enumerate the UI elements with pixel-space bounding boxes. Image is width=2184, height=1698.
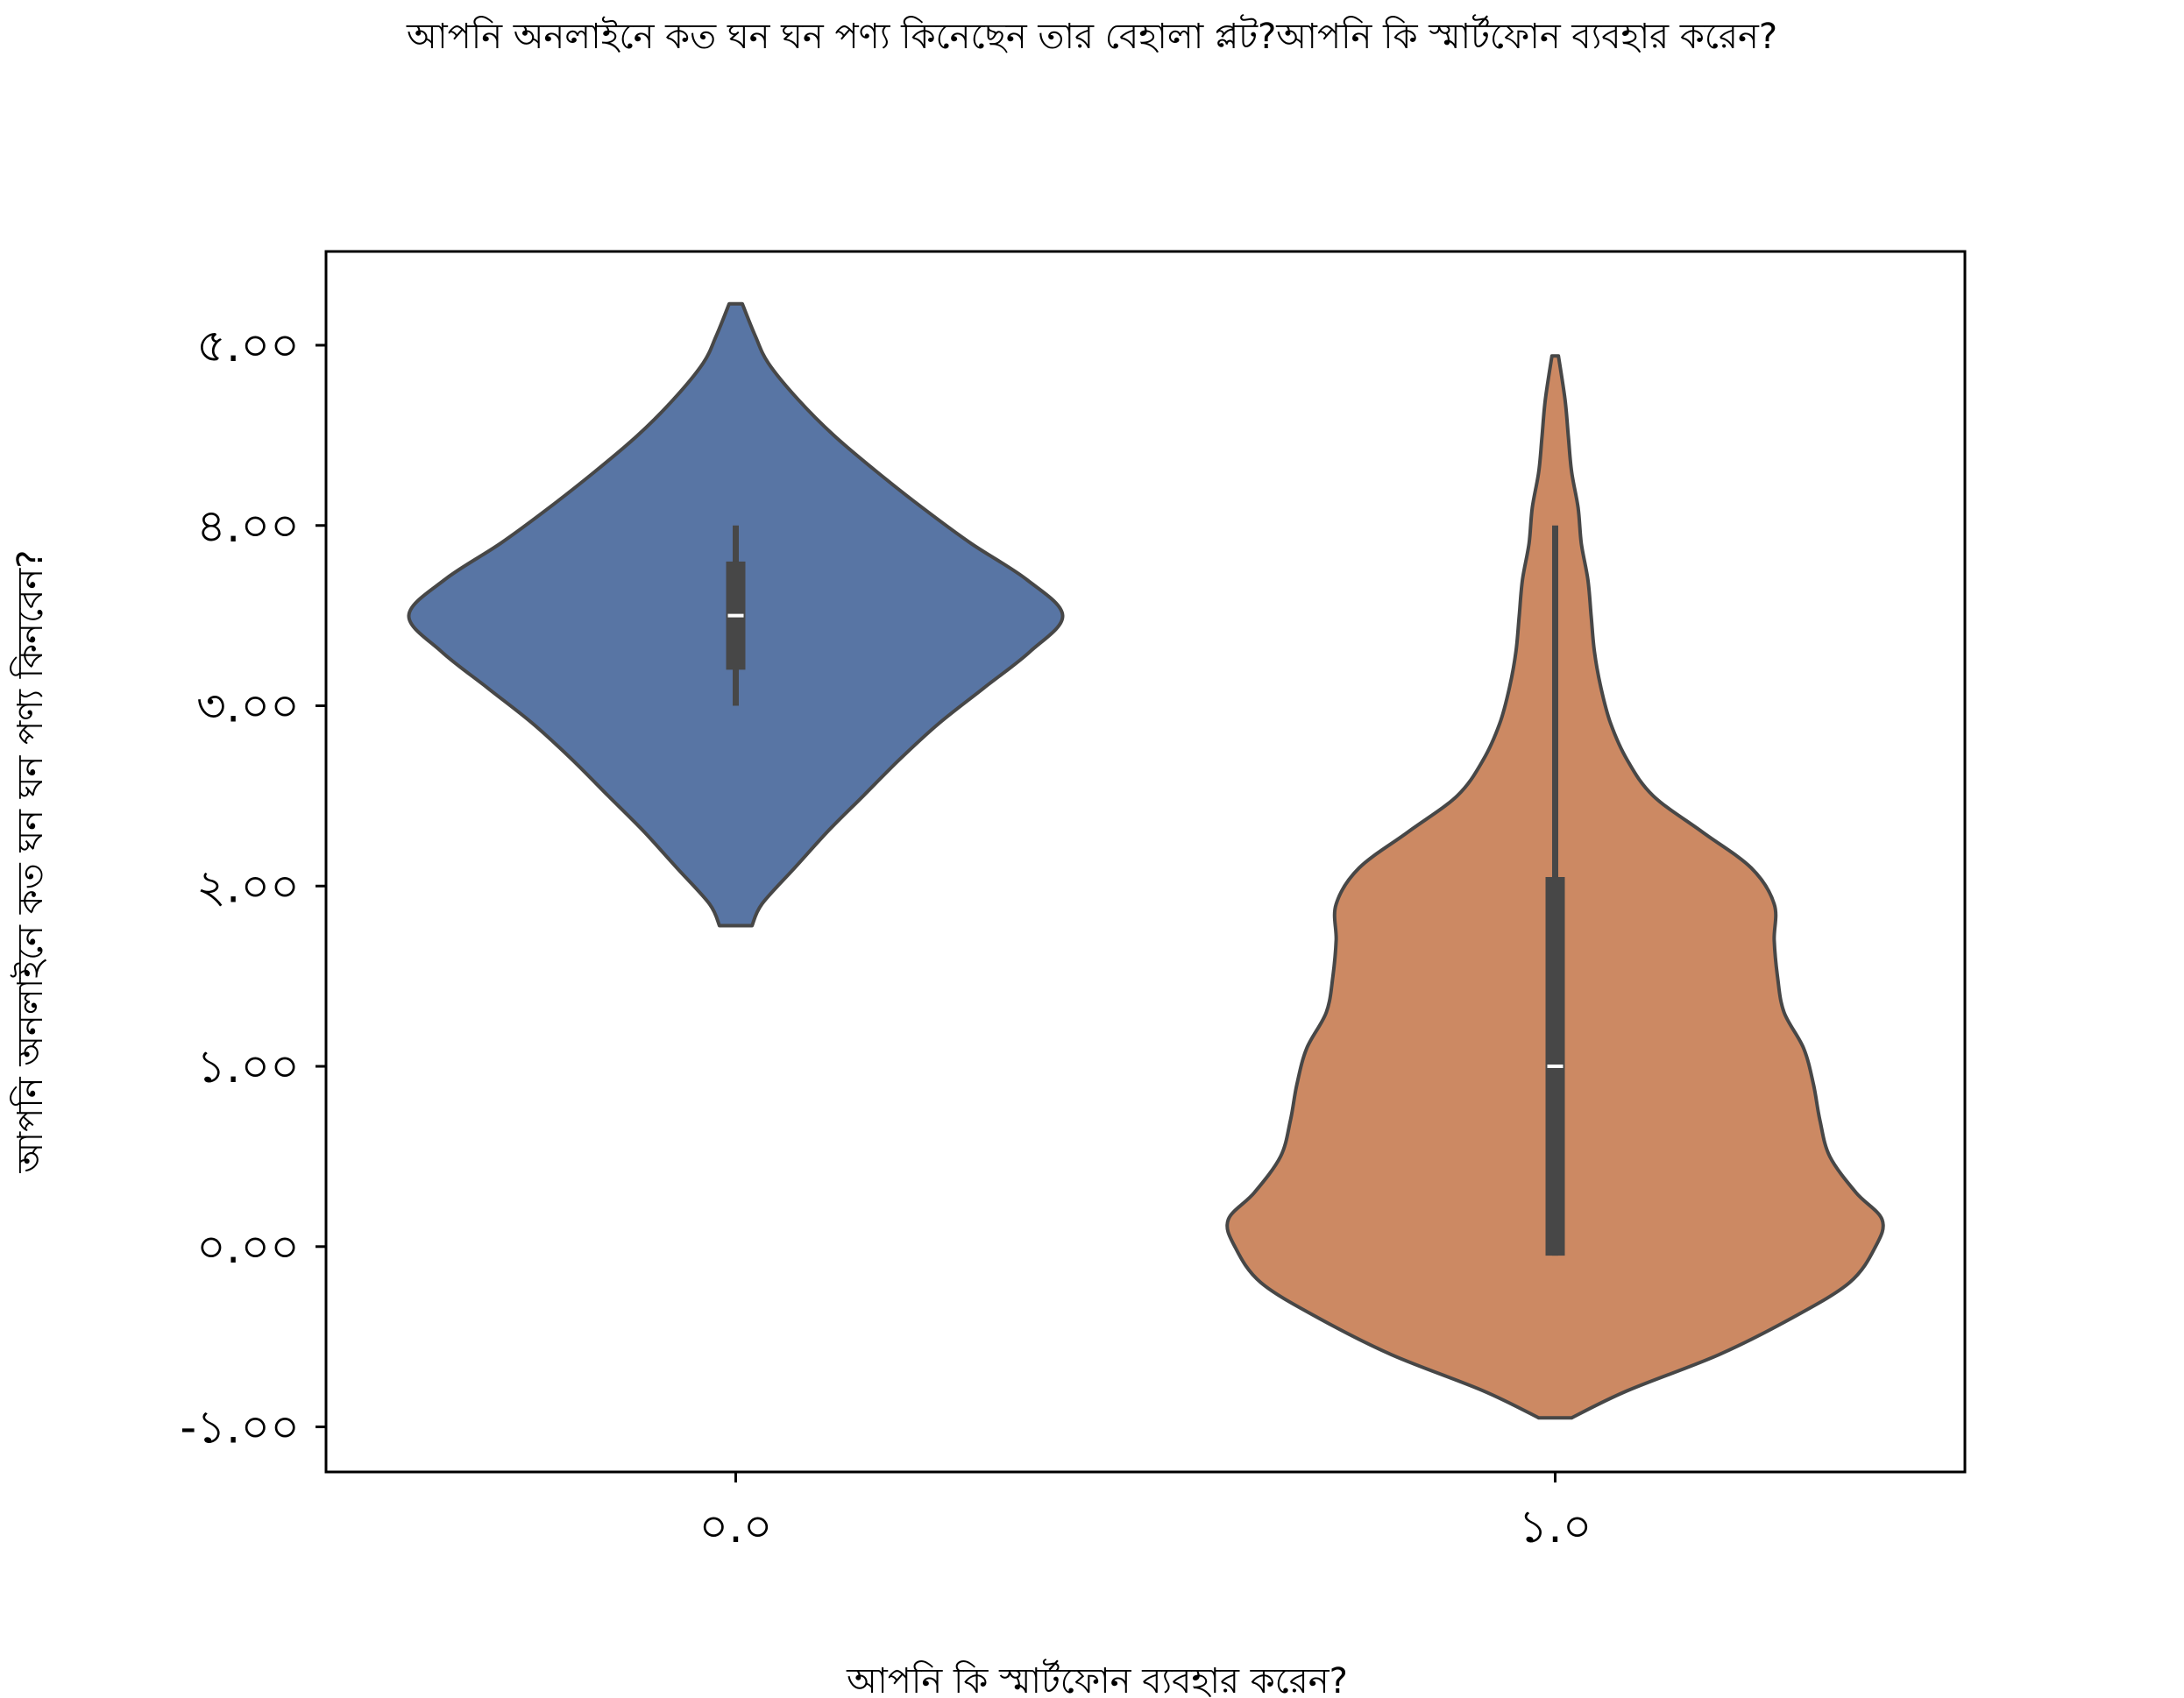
x-tick-label: ১.০ [1518,1501,1592,1553]
chart-title: আপনি অনলাইনে কত ঘন ঘন পণ্য কিনেছেন তার ব… [406,17,1778,57]
violins-layer [407,301,1885,1420]
y-tick-label: ৫.০০ [196,320,300,372]
x-axis-label: আপনি কি স্মার্টফোন ব্যবহার করেন? [846,1659,1348,1698]
y-tick-label: -১.০০ [180,1402,300,1454]
y-axis-label: আপনি অনলাইনে কত ঘন ঘন পণ্য কিনবেন? [10,550,51,1174]
plot-frame [324,250,1967,1474]
y-axis: -১.০০ ০.০০ ১.০০ ২.০০ ৩.০০ ৪.০০ ৫.০০ [180,320,326,1454]
y-tick-label: ৩.০০ [196,681,300,733]
x-tick-label: ০.০ [698,1501,772,1553]
y-tick-label: ১.০০ [196,1041,300,1093]
x-axis: ০.০ ১.০ [698,1472,1592,1553]
y-tick-label: ০.০০ [196,1221,300,1274]
y-tick-label: ৪.০০ [196,500,300,553]
boxes-layer [726,525,1565,1256]
y-tick-label: ২.০০ [196,860,300,913]
